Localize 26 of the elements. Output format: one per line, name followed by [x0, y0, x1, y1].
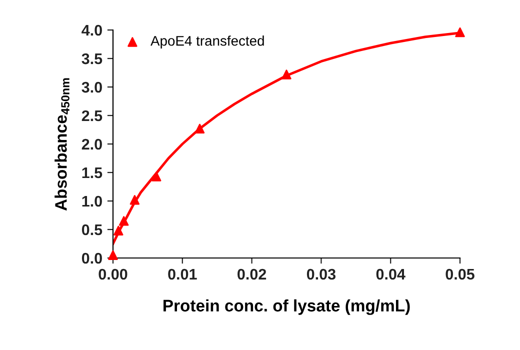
legend-label: ApoE4 transfected [150, 36, 264, 49]
point [194, 124, 205, 134]
x-tick-label: 0.05 [446, 268, 474, 280]
y-tick-label: 3.5 [82, 53, 102, 64]
x-tick-label: 0.03 [306, 268, 336, 280]
y-tick-label: 0.0 [82, 252, 102, 264]
point [114, 226, 124, 236]
y-tick-label: 2.5 [82, 110, 102, 122]
point [282, 70, 292, 80]
y-tick-label: 0.5 [82, 224, 102, 236]
point [118, 216, 129, 226]
point [130, 195, 140, 205]
y-tick-label: 2.0 [82, 138, 102, 150]
y-axis-title: Absorbance$_{450nm}$ [54, 78, 70, 211]
x-axis-title: Protein conc. of lysate (mg/mL) [164, 299, 410, 315]
y-tick-label: 3.0 [82, 82, 102, 93]
x-tick-label: 0.04 [376, 268, 406, 280]
y-tick-label: 1.0 [82, 196, 102, 207]
x-tick-label: 0.01 [168, 268, 197, 280]
y-tick-label: 1.5 [82, 168, 102, 178]
point [108, 250, 118, 260]
point [455, 27, 465, 38]
point [152, 172, 162, 182]
x-tick-label: 0.02 [238, 268, 266, 280]
y-tick-label: 4.0 [82, 24, 102, 36]
x-tick-label: 0.00 [98, 268, 128, 280]
